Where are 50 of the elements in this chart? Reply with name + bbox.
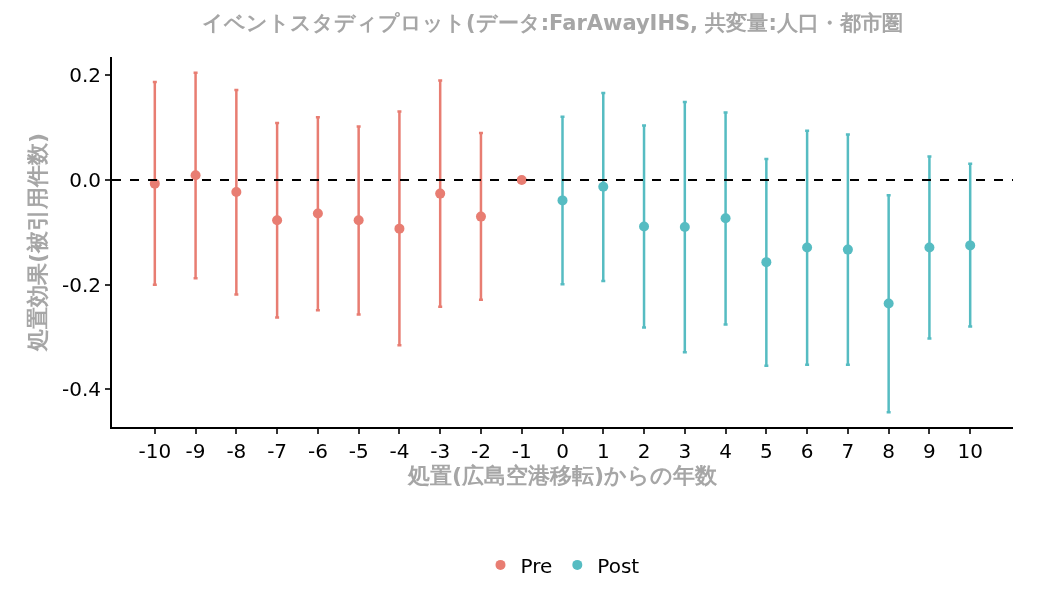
point: [516, 174, 527, 185]
x-tick-label: 1: [596, 439, 610, 463]
point: [353, 215, 364, 226]
x-tick-label: 5: [759, 439, 773, 463]
point: [924, 242, 935, 253]
point: [190, 170, 201, 181]
x-tick-label: -4: [389, 439, 410, 463]
point: [679, 222, 690, 233]
x-tick-label: -6: [307, 439, 328, 463]
x-tick-label: 0: [556, 439, 569, 463]
x-tick-label: 6: [800, 439, 814, 463]
point: [598, 181, 609, 192]
point: [475, 211, 486, 222]
point: [231, 187, 242, 198]
x-tick-label: -9: [185, 439, 206, 463]
y-tick-label: 0.2: [69, 63, 101, 88]
point: [883, 298, 894, 309]
point: [639, 221, 650, 232]
point: [761, 257, 772, 268]
point: [557, 195, 568, 206]
y-tick-label: -0.4: [61, 377, 101, 402]
y-axis-title: 処置効果(被引用件数): [25, 132, 51, 353]
x-tick-label: 7: [841, 439, 855, 463]
legend-label: Pre: [520, 553, 553, 578]
x-tick-label: -2: [470, 439, 491, 463]
x-tick-label: -3: [430, 439, 451, 463]
x-tick-label: 2: [637, 439, 651, 463]
x-tick-label: 9: [923, 439, 936, 463]
x-tick-label: 10: [957, 439, 983, 463]
x-tick-label: 4: [719, 439, 732, 463]
x-tick-label: -5: [348, 439, 369, 463]
point: [272, 215, 283, 226]
x-axis-title: 処置(広島空港移転)からの年数: [406, 463, 719, 488]
legend-label: Post: [597, 553, 640, 578]
x-tick-label: 3: [678, 439, 692, 463]
x-tick-label: 8: [882, 439, 896, 463]
x-tick-label: -1: [511, 439, 532, 463]
x-tick-label: -7: [267, 439, 288, 463]
point: [394, 223, 405, 234]
x-tick-label: -8: [226, 439, 247, 463]
point: [312, 208, 323, 219]
x-tick-label: -10: [138, 439, 172, 463]
point: [802, 242, 813, 253]
point: [435, 188, 446, 199]
point: [842, 244, 853, 255]
point: [965, 240, 976, 251]
point: [720, 213, 731, 224]
chart-title: イベントスタディプロット(データ:FarAwayIHS, 共変量:人口・都市圏: [202, 10, 903, 35]
y-tick-label: 0.0: [69, 167, 101, 192]
y-tick-label: -0.2: [61, 272, 101, 297]
